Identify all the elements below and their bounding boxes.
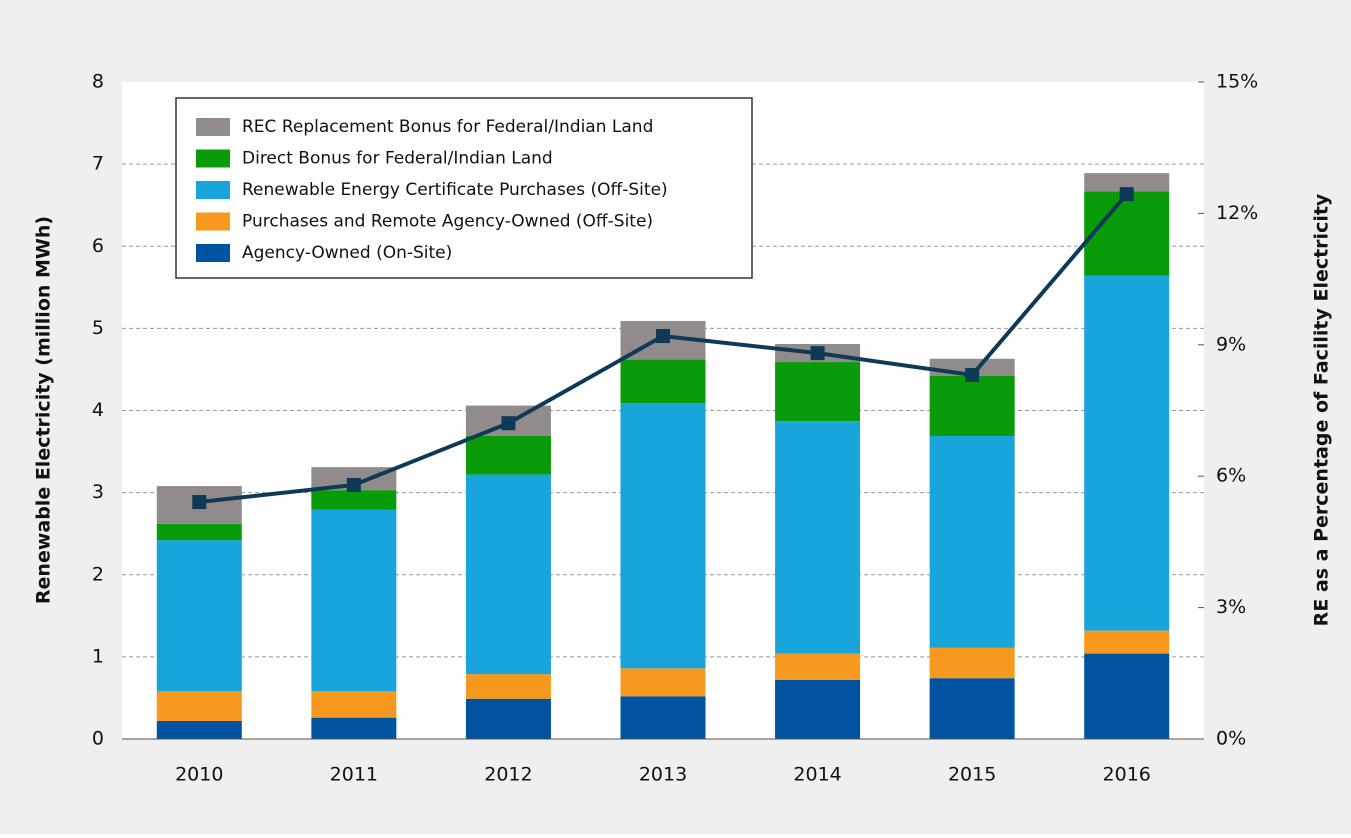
bar-segment [1084,173,1170,192]
bar-segment [465,698,551,739]
bar-segment [1084,191,1170,276]
line-marker [656,329,670,344]
y-tick-label: 6 [92,235,104,257]
bar-segment [156,720,242,739]
y2-axis-label: RE as a Percentage of Facility Electrici… [1311,193,1333,626]
legend-label: Purchases and Remote Agency-Owned (Off-S… [242,212,653,232]
y2-tick-label: 15% [1216,71,1258,93]
bar-segment [929,647,1015,679]
bar-segment [156,523,242,541]
legend-swatch [196,212,230,231]
legend-swatch [196,149,230,168]
bar-segment [929,376,1015,436]
bar-segment [465,435,551,475]
bar-segment [620,359,706,404]
bar-segment [1084,275,1170,631]
bar-segment [620,696,706,739]
y-tick-label: 4 [92,399,104,421]
bar-segment [775,421,861,654]
line-marker [1119,187,1134,202]
bar-segment [1084,630,1170,654]
line-marker [810,346,825,361]
y-tick-label: 5 [92,317,104,339]
line-marker [346,477,361,492]
y-tick-label: 0 [92,728,104,750]
x-tick-label: 2015 [948,764,996,786]
x-tick-label: 2011 [330,764,378,786]
legend-swatch [196,118,230,136]
legend-swatch [196,181,230,199]
legend-label: REC Replacement Bonus for Federal/Indian… [242,117,653,137]
y2-tick-label: 0% [1216,728,1246,750]
line-marker [965,368,980,383]
bar-segment [311,717,397,739]
legend [175,97,753,279]
y2-tick-label: 12% [1216,202,1258,224]
bar-segment [156,540,242,692]
y-tick-label: 3 [92,481,104,503]
x-tick-label: 2012 [484,764,532,786]
y-tick-label: 2 [92,563,104,585]
bar-segment [929,435,1015,648]
bar-segment [156,691,242,721]
bar-segment [465,474,551,675]
legend-label: Renewable Energy Certificate Purchases (… [242,180,668,200]
bar-segment [775,679,861,739]
x-tick-label: 2013 [639,764,687,786]
bar-segment [620,403,706,669]
legend-label: Direct Bonus for Federal/Indian Land [242,149,553,169]
bar-segment [620,668,706,697]
x-tick-label: 2016 [1103,764,1151,786]
bar-segment [465,674,551,699]
bar-segment [311,691,397,718]
y2-tick-label: 6% [1216,465,1246,487]
line-marker [501,416,516,431]
x-tick-label: 2014 [793,764,841,786]
bar-segment [311,490,397,510]
bar-segment [929,678,1015,739]
bar-segment [1084,653,1170,739]
y2-tick-label: 9% [1216,333,1246,355]
bar-segment [775,653,861,680]
bar-segment [775,362,861,422]
y-axis-label: Renewable Electricity (million MWh) [33,216,55,604]
y-tick-label: 7 [92,153,104,175]
x-tick-label: 2010 [175,764,223,786]
legend-swatch [196,244,230,262]
y-tick-label: 8 [92,71,104,93]
y2-tick-label: 3% [1216,596,1246,618]
y-tick-label: 1 [92,645,104,667]
bar-segment [311,509,397,692]
legend-label: Agency-Owned (On-Site) [242,243,452,263]
line-marker [192,495,207,510]
